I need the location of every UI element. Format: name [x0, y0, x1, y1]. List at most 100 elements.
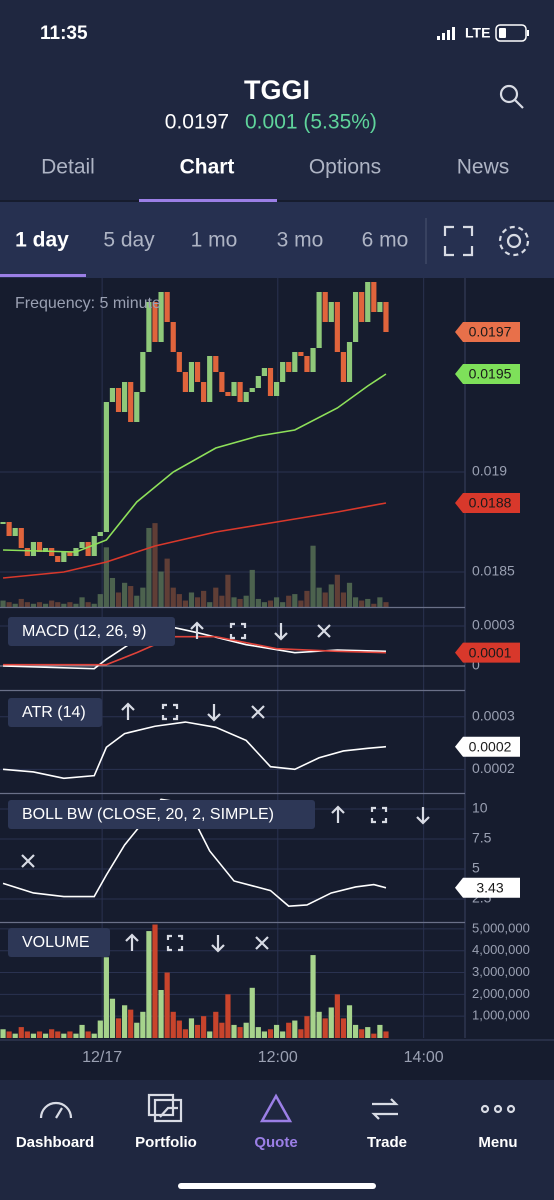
nav-quote[interactable]: Quote — [254, 1093, 298, 1151]
fullscreen-button[interactable] — [443, 225, 474, 257]
indicator-chip[interactable] — [8, 800, 315, 829]
volume-overlay-bar — [194, 597, 201, 607]
move-down-button[interactable] — [416, 807, 430, 825]
range-active[interactable]: 1 day — [15, 229, 69, 252]
move-down-button[interactable] — [211, 935, 225, 953]
indicator-title[interactable]: VOLUME — [22, 934, 90, 951]
volume-bar — [310, 955, 316, 1038]
price-tag: 0.0001 — [455, 642, 520, 663]
candle — [194, 362, 201, 382]
volume-overlay-bar — [152, 523, 158, 607]
settings-button[interactable] — [498, 225, 530, 257]
indicator-chip[interactable] — [8, 928, 110, 957]
expand-button[interactable] — [229, 622, 247, 640]
candle — [91, 536, 97, 556]
candle — [134, 392, 140, 422]
x-tick-label: 12:00 — [258, 1049, 298, 1066]
volume-overlay-bar — [219, 595, 225, 607]
price-tag-label: 0.0188 — [469, 495, 512, 511]
move-up-button[interactable] — [190, 621, 204, 639]
indicator-title[interactable]: ATR (14) — [22, 704, 86, 721]
volume-overlay-bar — [273, 597, 280, 607]
candle — [152, 302, 158, 342]
indicator-title[interactable]: MACD (12, 26, 9) — [22, 623, 146, 640]
volume-bar — [334, 994, 340, 1038]
nav-label[interactable]: Portfolio — [135, 1134, 197, 1151]
volume-bar — [176, 1020, 182, 1038]
volume-bar — [85, 1031, 91, 1038]
candle — [201, 382, 207, 402]
nav-trade[interactable]: Trade — [367, 1098, 407, 1151]
panel-controls[interactable] — [190, 621, 331, 641]
close-button[interactable] — [21, 854, 35, 868]
volume-bar — [18, 1027, 24, 1038]
volume-overlay-bar — [42, 603, 49, 607]
volume-overlay-bar — [243, 595, 249, 607]
panel-controls[interactable] — [125, 933, 269, 953]
volume-overlay-bar — [225, 574, 231, 607]
volume-bar — [73, 1033, 79, 1038]
volume-bar — [103, 957, 109, 1038]
move-down-button[interactable] — [207, 704, 221, 722]
indicator-chip[interactable] — [8, 617, 175, 646]
expand-button[interactable] — [370, 806, 388, 824]
candle — [304, 356, 310, 372]
volume-overlay-bar — [249, 569, 255, 607]
candle — [346, 342, 353, 382]
y-tick-label: 0.0185 — [472, 563, 515, 579]
search-button[interactable] — [499, 84, 524, 109]
candle — [42, 548, 49, 552]
tab[interactable]: Detail — [41, 156, 95, 179]
price-tag-shape — [455, 736, 520, 757]
candle — [146, 302, 152, 352]
expand-button[interactable] — [166, 934, 184, 952]
nav-label[interactable]: Quote — [254, 1134, 297, 1151]
move-up-button[interactable] — [121, 702, 135, 720]
move-up-button[interactable] — [125, 933, 139, 951]
nav-label[interactable]: Dashboard — [16, 1134, 94, 1151]
candle — [298, 352, 304, 356]
nav-label[interactable]: Menu — [478, 1134, 517, 1151]
y-tick-label: 5 — [472, 860, 480, 876]
volume-bar — [170, 1011, 176, 1038]
panel-controls[interactable] — [21, 805, 430, 868]
volume-bar — [231, 1024, 237, 1038]
indicator-title[interactable]: BOLL BW (CLOSE, 20, 2, SIMPLE) — [22, 806, 274, 823]
expand-button[interactable] — [161, 703, 179, 721]
range[interactable]: 6 mo — [362, 229, 409, 252]
panel-controls[interactable] — [121, 702, 265, 722]
range[interactable]: 1 mo — [191, 229, 238, 252]
nav-dashboard[interactable]: Dashboard — [16, 1101, 94, 1151]
volume-overlay-bar — [91, 603, 97, 607]
volume-bar — [24, 1031, 30, 1038]
move-up-button[interactable] — [331, 805, 345, 823]
tab[interactable]: News — [457, 156, 510, 179]
nav-portfolio[interactable]: Portfolio — [135, 1093, 197, 1151]
nav-menu[interactable]: Menu — [478, 1104, 518, 1151]
tab[interactable]: Options — [309, 156, 381, 179]
x-tick-label: 12/17 — [82, 1049, 122, 1066]
volume-bar — [49, 1029, 55, 1038]
range[interactable]: 5 day — [103, 229, 155, 252]
indicator-line — [3, 635, 387, 666]
close-button[interactable] — [255, 936, 269, 950]
price-tag: 3.43 — [455, 877, 520, 898]
move-down-button[interactable] — [274, 623, 288, 641]
close-button[interactable] — [251, 705, 265, 719]
nav-label[interactable]: Trade — [367, 1134, 407, 1151]
volume-bar — [352, 1024, 359, 1038]
volume-bar — [0, 1029, 6, 1038]
candle — [359, 292, 365, 322]
indicator-chip[interactable] — [8, 698, 102, 727]
candle — [322, 292, 328, 322]
candle — [0, 522, 6, 524]
volume-overlay-bar — [61, 603, 67, 607]
range[interactable]: 3 mo — [277, 229, 324, 252]
close-button[interactable] — [317, 624, 331, 638]
candle — [12, 528, 18, 536]
volume-overlay-bar — [36, 602, 43, 607]
tab-active[interactable]: Chart — [180, 156, 235, 179]
price-tag: 0.0188 — [455, 493, 520, 513]
volume-overlay-bar — [298, 600, 304, 607]
